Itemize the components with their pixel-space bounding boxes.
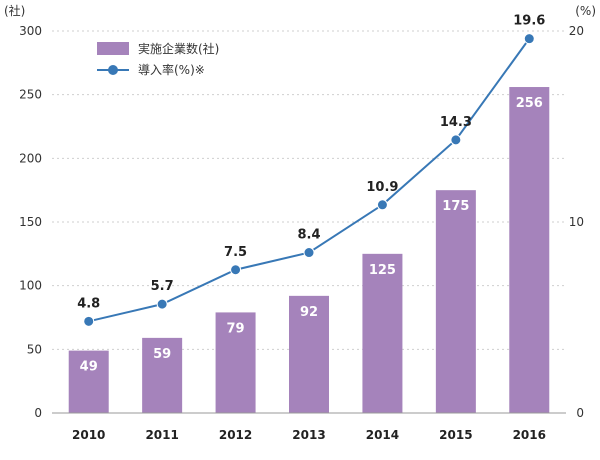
rate-value-label: 14.3 (440, 115, 472, 130)
right-tick-label: 0 (576, 406, 584, 420)
rate-value-label: 10.9 (366, 180, 398, 195)
rate-point (376, 199, 388, 211)
bar-2016 (509, 87, 550, 413)
rate-point (303, 247, 315, 259)
bar-series: 49 59 79 92 125 175 256 (68, 87, 550, 413)
rate-value-label: 4.8 (77, 296, 100, 311)
rate-point (156, 298, 168, 310)
category-label: 2015 (439, 428, 472, 442)
rate-point (83, 315, 95, 327)
category-label: 2010 (72, 428, 105, 442)
legend-label-line: 導入率(%)※ (138, 62, 205, 77)
category-label: 2014 (366, 428, 399, 442)
bar-value-label: 125 (369, 263, 396, 278)
bar-2013 (289, 295, 329, 413)
bar-2012 (215, 312, 256, 413)
right-axis-unit: (%) (575, 4, 596, 18)
bar-2010 (68, 350, 109, 413)
right-tick-label: 20 (569, 24, 584, 38)
rate-value-label: 19.6 (513, 14, 545, 29)
bar-2015 (435, 190, 476, 413)
legend-swatch-bar (97, 42, 129, 55)
rate-point (523, 33, 535, 45)
bar-value-label: 49 (80, 360, 98, 375)
bar-value-label: 175 (442, 199, 469, 214)
bar-2014 (362, 253, 403, 413)
line-series: 4.8 5.7 7.5 8.4 10.9 14.3 19.6 (77, 14, 545, 327)
left-tick-label: 250 (19, 88, 42, 102)
left-axis-unit: (社) (4, 3, 25, 18)
bar-value-label: 256 (516, 96, 543, 111)
left-tick-label: 200 (19, 151, 42, 165)
bar-2011 (142, 337, 183, 413)
bar-value-label: 92 (300, 305, 318, 320)
rate-point (230, 264, 242, 276)
rate-value-label: 8.4 (297, 228, 320, 243)
legend-label-bar: 実施企業数(社) (138, 41, 219, 56)
rate-point (450, 134, 462, 146)
left-tick-label: 50 (27, 342, 42, 356)
axes: (社) 0 50 100 150 200 250 300 (%) 0 10 20 2010 2011 201… (4, 3, 596, 442)
legend-swatch-marker (108, 65, 118, 75)
category-label: 2016 (513, 428, 546, 442)
bar-value-label: 79 (227, 321, 245, 336)
left-tick-label: 100 (19, 279, 42, 293)
legend: 実施企業数(社) 導入率(%)※ (97, 41, 219, 77)
category-label: 2011 (145, 428, 178, 442)
rate-value-label: 7.5 (224, 245, 247, 260)
category-label: 2012 (219, 428, 252, 442)
left-tick-label: 0 (34, 406, 42, 420)
left-tick-label: 300 (19, 24, 42, 38)
right-tick-label: 10 (569, 215, 584, 229)
left-tick-label: 150 (19, 215, 42, 229)
category-label: 2013 (292, 428, 325, 442)
rate-value-label: 5.7 (151, 279, 174, 294)
bar-value-label: 59 (153, 347, 171, 362)
